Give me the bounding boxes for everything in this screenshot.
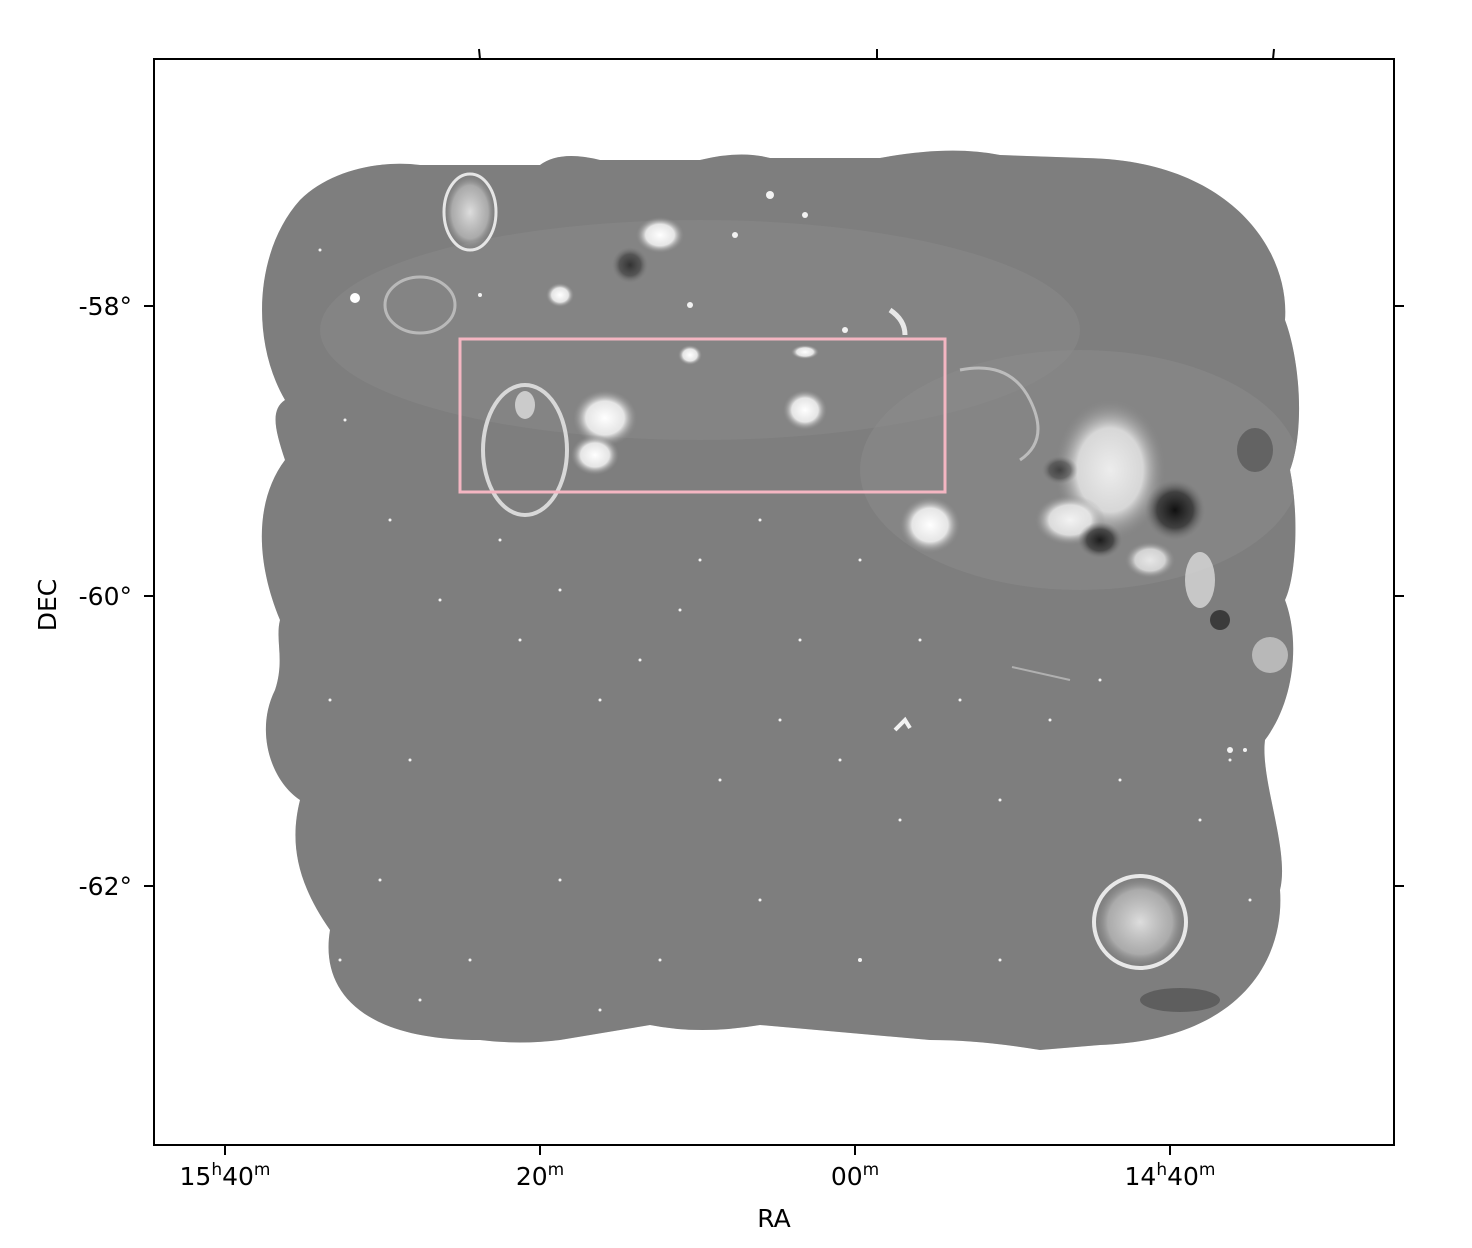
bottom-ticks [224,1145,1171,1155]
snr-shell-top-left [442,172,498,252]
ra-tick-label: 15h40m [180,1160,271,1191]
point-sources [318,191,1252,1012]
ra-tick-labels: 15h40m 20m 00m 14h40m [180,1160,1216,1191]
ra-tick-label: 20m [516,1160,564,1191]
hii-region [636,217,684,253]
dec-tick-label: -60° [79,582,132,611]
dec-tick-label: -62° [79,872,132,901]
left-ticks [144,305,154,887]
top-ticks [478,48,1275,60]
highlight-box [458,337,947,494]
ra-tick-label: 00m [831,1160,879,1191]
dec-tick-label: -58° [79,292,132,321]
dec-tick-labels: -58° -60° -62° [79,292,132,901]
y-axis-title: DEC [33,579,62,632]
snr-loop-left [383,275,457,335]
axes-frame [153,58,1395,1146]
snr-shell-bottom-right [1092,874,1188,970]
ra-tick-label: 14h40m [1125,1160,1216,1191]
x-axis-title: RA [757,1204,790,1233]
snr-shell-in-box [481,383,569,517]
radio-mosaic-image [261,150,1300,1051]
right-ticks [1394,305,1404,887]
